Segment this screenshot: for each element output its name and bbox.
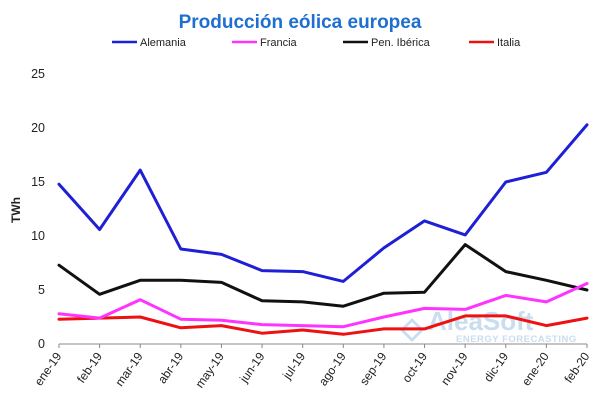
x-tick-label: feb-19	[74, 349, 105, 385]
legend-label: Francia	[260, 37, 298, 49]
series-line	[57, 282, 589, 329]
legend-label: Alemania	[140, 37, 187, 49]
y-tick-label: 0	[38, 337, 45, 351]
series-line	[57, 314, 589, 336]
x-tick-label: ene-20	[519, 349, 552, 388]
y-tick-label: 15	[31, 175, 45, 189]
x-tick-label: sep-19	[357, 349, 390, 387]
watermark-tagline: ENERGY FORECASTING	[456, 334, 577, 345]
y-tick-label: 25	[31, 67, 45, 81]
x-tick-label: ene-19	[32, 349, 65, 388]
x-tick-label: jun-19	[236, 349, 267, 385]
series-group	[57, 123, 589, 336]
watermark: AleaSoft ENERGY FORECASTING	[400, 306, 577, 345]
x-tick-label: feb-20	[561, 349, 592, 385]
watermark-brand: AleaSoft	[428, 306, 534, 336]
x-tick-label: ago-19	[316, 349, 349, 388]
x-tick-label: jul-19	[279, 349, 308, 382]
x-tick-label: oct-19	[399, 349, 430, 385]
x-tick-label: nov-19	[438, 349, 471, 387]
legend-item: Francia	[232, 37, 298, 49]
series-line	[57, 243, 589, 308]
y-tick-label: 10	[31, 229, 45, 243]
legend: Alemania Francia Pen. Ibérica Italia	[112, 37, 521, 49]
y-axis-label: TWh	[9, 197, 23, 223]
chart-title: Producción eólica europea	[179, 12, 422, 33]
y-tick-label: 5	[38, 283, 45, 297]
series-line	[57, 123, 589, 283]
x-tick-label: may-19	[192, 349, 227, 390]
x-tick-label: abr-19	[155, 349, 187, 386]
legend-label: Pen. Ibérica	[371, 37, 431, 49]
legend-item: Alemania	[112, 37, 187, 49]
legend-item: Italia	[469, 37, 521, 49]
x-tick-label: dic-19	[481, 349, 511, 384]
legend-label: Italia	[497, 37, 521, 49]
x-tick-label: mar-19	[112, 349, 145, 388]
legend-item: Pen. Ibérica	[343, 37, 431, 49]
y-tick-label: 20	[31, 121, 45, 135]
